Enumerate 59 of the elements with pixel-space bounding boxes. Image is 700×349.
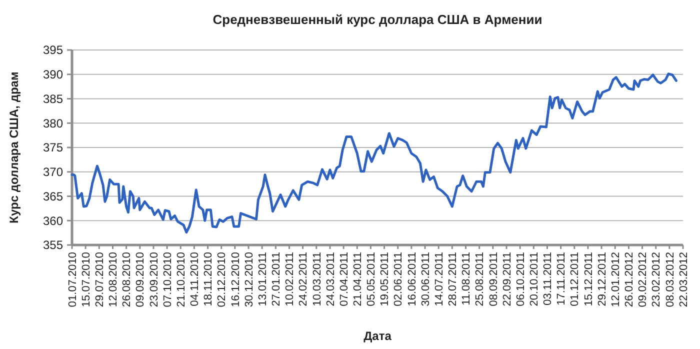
x-tick-label: 15.12.2011 — [582, 252, 595, 306]
x-tick-label: 09.02.2012 — [637, 252, 650, 308]
y-tick-label: 385 — [42, 92, 64, 106]
x-tick-label: 01.07.2010 — [66, 252, 79, 308]
x-tick-label: 22.09.2011 — [501, 252, 514, 306]
x-tick-label: 23.09.2010 — [148, 252, 160, 308]
x-tick-label: 09.09.2010 — [134, 252, 147, 308]
x-tick-label: 06.10.2011 — [514, 252, 527, 306]
x-tick-label: 27.01.2011 — [270, 252, 283, 306]
x-tick-label: 30.12.2010 — [243, 252, 256, 308]
x-tick-label: 18.11.2010 — [202, 252, 215, 306]
x-tick-label: 24.02.2011 — [298, 252, 310, 306]
x-tick-label: 26.01.2012 — [624, 252, 636, 308]
x-tick-label: 24.03.2011 — [324, 252, 337, 306]
y-tick-label: 380 — [42, 116, 64, 130]
y-tick-label: 375 — [42, 140, 64, 155]
x-tick-label: 16.12.2010 — [230, 252, 242, 308]
x-tick-label: 03.11.2011 — [542, 252, 554, 306]
line-series — [70, 72, 678, 234]
x-tick-label: 12.01.2012 — [610, 252, 622, 308]
x-tick-label: 07.10.2010 — [162, 252, 174, 308]
x-tick-label: 10.02.2011 — [284, 252, 296, 306]
x-tick-label: 26.08.2010 — [121, 252, 134, 308]
x-tick-label: 02.06.2011 — [392, 252, 405, 306]
y-tick-label: 390 — [42, 68, 64, 82]
x-tick-label: 16.06.2011 — [406, 252, 418, 306]
x-tick-label: 10.03.2011 — [311, 252, 324, 306]
y-tick-label: 365 — [42, 189, 64, 204]
x-tick-label: 23.02.2012 — [650, 252, 663, 308]
y-tick-label: 355 — [42, 238, 64, 252]
x-tick-label: 13.01.2011 — [256, 252, 269, 306]
x-tick-label: 28.07.2011 — [447, 252, 460, 306]
x-tick-label: 02.12.2010 — [216, 252, 228, 308]
x-tick-label: 29.07.2010 — [94, 252, 106, 308]
y-tick-label: 370 — [42, 165, 64, 180]
y-axis-title: Курс доллара США, драм — [7, 72, 21, 224]
x-tick-label: 22.03.2012 — [678, 252, 690, 308]
x-tick-label: 25.08.2011 — [474, 252, 486, 306]
x-tick-label: 14.07.2011 — [433, 252, 446, 306]
x-tick-label: 04.11.2010 — [189, 252, 202, 306]
x-tick-label: 17.11.2011 — [556, 252, 568, 306]
x-tick-label: 05.05.2011 — [366, 252, 378, 306]
x-tick-label: 20.10.2011 — [528, 252, 540, 306]
x-tick-label: 21.04.2011 — [352, 252, 364, 306]
x-tick-label: 11.08.2011 — [460, 252, 473, 306]
x-tick-label: 15.07.2010 — [80, 252, 92, 308]
chart-title: Средневзвешенный курс доллара США в Армении — [212, 12, 542, 27]
x-tick-label: 19.05.2011 — [379, 252, 392, 306]
x-tick-label: 08.09.2011 — [488, 252, 500, 306]
x-tick-label: 21.10.2010 — [175, 252, 188, 308]
x-tick-label: 30.06.2011 — [420, 252, 432, 306]
x-tick-label: 07.04.2011 — [338, 252, 350, 306]
x-tick-label: 29.12.2011 — [596, 252, 608, 306]
y-tick-label: 395 — [42, 43, 64, 58]
x-tick-label: 01.12.2011 — [569, 252, 582, 306]
x-tick-label: 08.03.2012 — [664, 252, 676, 308]
x-axis-title: Дата — [364, 329, 392, 343]
x-tick-label: 12.08.2010 — [108, 252, 120, 308]
y-tick-label: 360 — [42, 214, 64, 228]
